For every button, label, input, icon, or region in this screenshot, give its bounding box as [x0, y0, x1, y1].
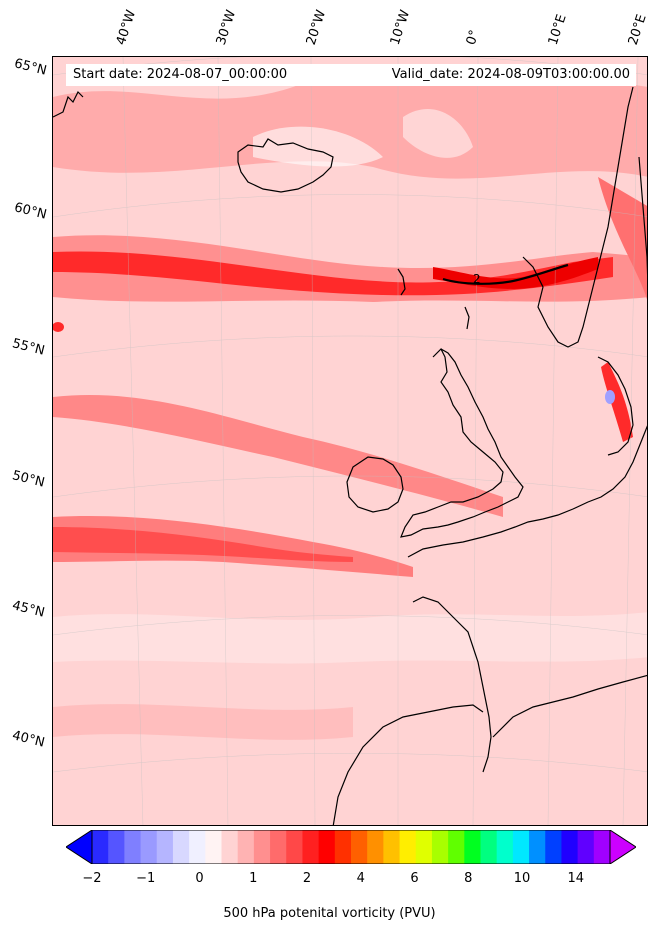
pv-band-south — [53, 704, 353, 740]
colorbar-cell — [512, 830, 530, 864]
coastlines — [53, 86, 647, 825]
pv-negative-spot — [605, 390, 615, 404]
colorbar-cell — [270, 830, 287, 864]
pv-band-middle — [53, 395, 503, 517]
coast-ireland — [346, 456, 404, 513]
lat-label-50: 50°N — [10, 468, 47, 491]
colorbar-cell — [383, 830, 401, 864]
colorbar-cell — [156, 830, 174, 864]
colorbar-tick: 0 — [195, 871, 204, 886]
coast-north-sea-continent — [407, 425, 647, 558]
map-panel: 2 — [52, 56, 648, 826]
colorbar-tick: 6 — [410, 871, 419, 886]
lat-label-65: 65°N — [12, 56, 49, 79]
graticule — [53, 57, 647, 825]
colorbar-cell — [464, 830, 481, 864]
valid-date: Valid_date: 2024-08-09T03:00:00.00 — [391, 67, 630, 82]
coast-iberia — [332, 704, 484, 825]
coast-sweden — [638, 156, 647, 276]
colorbar-cell — [237, 830, 255, 864]
colorbar-cell — [140, 830, 158, 864]
colorbar-cell — [545, 830, 562, 864]
pv-jet-core — [433, 257, 598, 289]
colorbar-tick: 2 — [302, 871, 312, 886]
pv-light-band-south — [53, 612, 647, 664]
coast-faroe — [397, 268, 406, 296]
colorbar-cell — [189, 830, 206, 864]
coast-greenland — [53, 90, 84, 118]
coast-norway — [522, 86, 634, 348]
lon-label-20e: 20°E — [625, 12, 650, 48]
colorbar-cell — [334, 830, 352, 864]
colorbar-cell — [221, 830, 239, 864]
colorbar-cell — [593, 830, 611, 864]
colorbar-cell — [480, 830, 498, 864]
colorbar-cell — [253, 830, 271, 864]
lon-label-10e: 10°E — [545, 12, 570, 48]
pv-patch-west — [53, 322, 64, 332]
colorbar-cell — [108, 830, 125, 864]
lon-label-40w: 40°W — [113, 8, 140, 47]
coast-denmark — [597, 356, 634, 456]
pv-jet-lower — [53, 516, 413, 577]
colorbar-tick: 14 — [567, 871, 585, 886]
lon-label-0: 0° — [463, 28, 483, 47]
pv-band-north — [53, 75, 647, 179]
colorbar-tick: 10 — [513, 871, 531, 886]
colorbar-tick: 8 — [464, 871, 473, 886]
start-date: Start date: 2024-08-07_00:00:00 — [73, 67, 288, 82]
pv-patch-baltic — [601, 362, 633, 442]
colorbar-tick: −2 — [82, 871, 102, 886]
colorbar-cell — [415, 830, 433, 864]
coast-shetland — [464, 306, 470, 330]
colorbar-cell — [448, 830, 465, 864]
pv-light-swirl — [403, 108, 473, 158]
lon-label-10w: 10°W — [387, 8, 414, 47]
colorbar-cell — [302, 830, 320, 864]
pv-background — [53, 57, 647, 825]
pv-band-east — [598, 177, 647, 300]
lat-label-40: 40°N — [10, 728, 47, 751]
coast-great-britain — [400, 347, 524, 538]
colorbar-tick: 4 — [356, 871, 365, 886]
pv-light-patch — [253, 126, 383, 167]
info-bar: Start date: 2024-08-07_00:00:00 Valid_da… — [66, 64, 636, 86]
coast-france-biscay — [412, 596, 492, 773]
colorbar-cell — [286, 830, 303, 864]
colorbar-cell — [92, 830, 109, 864]
lon-label-20w: 20°W — [303, 8, 330, 47]
colorbar-cell — [124, 830, 142, 864]
colorbar-cell — [431, 830, 449, 864]
lat-label-45: 45°N — [10, 598, 47, 621]
colorbar-cell — [529, 830, 546, 864]
lat-label-60: 60°N — [12, 200, 49, 223]
colorbar-cell — [318, 830, 336, 864]
colorbar-cell — [496, 830, 514, 864]
colorbar-tick: 1 — [249, 871, 258, 886]
colorbar-label: 500 hPa potenital vorticity (PVU) — [223, 906, 436, 921]
coast-mediterranean — [492, 674, 647, 738]
pv-contour — [442, 263, 569, 285]
colorbar-tick: −1 — [136, 871, 156, 886]
colorbar-cell — [561, 830, 579, 864]
coast-iceland — [237, 138, 334, 193]
lon-label-30w: 30°W — [213, 8, 240, 47]
pv-contour-label: 2 — [473, 272, 481, 286]
colorbar-cell — [399, 830, 417, 864]
colorbar-min-extend — [66, 830, 93, 864]
colorbar-frame — [91, 830, 611, 864]
lat-label-55: 55°N — [10, 336, 47, 359]
colorbar-cell — [577, 830, 595, 864]
colorbar — [66, 830, 636, 864]
colorbar-cell — [205, 830, 222, 864]
colorbar-max-extend — [609, 830, 636, 864]
pv-field: 2 — [53, 57, 647, 825]
colorbar-cell — [172, 830, 190, 864]
colorbar-cell — [351, 830, 368, 864]
colorbar-cell — [367, 830, 384, 864]
